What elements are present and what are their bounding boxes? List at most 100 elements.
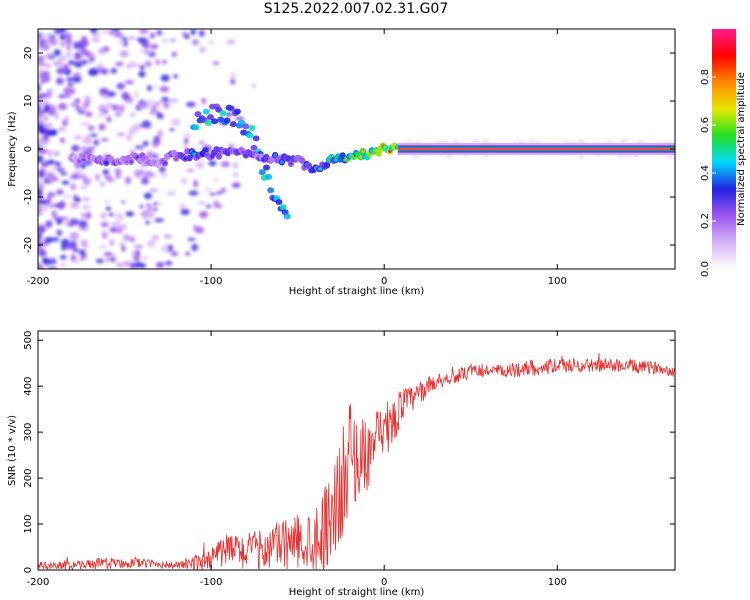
spectrogram-speckle-blob bbox=[199, 210, 209, 219]
colorbar-tick-label: 0.2 bbox=[700, 213, 711, 229]
spectrogram-speckle-blob bbox=[95, 258, 104, 264]
spectrogram-speckle-blob bbox=[38, 170, 45, 179]
spectrogram-speckle-blob bbox=[412, 154, 419, 158]
spectrogram-speckle-blob bbox=[162, 38, 168, 44]
spectrogram-heatmap bbox=[38, 29, 675, 269]
spectrogram-speckle-blob bbox=[109, 238, 115, 247]
spectrogram-speckle-blob bbox=[146, 239, 156, 248]
spectrogram-speckle-blob bbox=[212, 61, 220, 65]
spectrogram-speckle-blob bbox=[143, 170, 154, 178]
spectrogram-speckle-blob bbox=[87, 148, 93, 155]
spectrogram-speckle-blob bbox=[91, 38, 101, 43]
spectrogram-speckle-blob bbox=[79, 173, 87, 180]
spectrogram-feature-blob bbox=[211, 118, 219, 125]
spectrogram-speckle-blob bbox=[72, 72, 82, 78]
spectrogram-speckle-blob bbox=[80, 162, 86, 170]
snr-frame bbox=[37, 330, 676, 571]
spectrogram-speckle-blob bbox=[49, 35, 57, 39]
spectrogram-speckle-blob bbox=[226, 39, 236, 44]
spectrogram-speckle-blob bbox=[58, 200, 66, 209]
spectrogram-ridge-core bbox=[183, 156, 187, 161]
spectrogram-speckle-blob bbox=[446, 154, 453, 158]
spectrogram-speckle-blob bbox=[58, 216, 69, 220]
spectrogram-speckle-blob bbox=[79, 220, 86, 226]
y-tick-label: 0 bbox=[23, 146, 34, 152]
spectrogram-speckle-blob bbox=[98, 244, 108, 250]
spectrogram-speckle-blob bbox=[114, 213, 124, 222]
colorbar-tick-label: 0.6 bbox=[700, 117, 711, 133]
spectrogram-speckle-blob bbox=[528, 139, 535, 143]
spectrogram-speckle-blob bbox=[100, 212, 107, 219]
spectrogram-speckle-blob bbox=[74, 197, 81, 203]
spectrogram-speckle-blob bbox=[141, 213, 152, 220]
spectrogram-speckle-blob bbox=[57, 54, 67, 63]
spectrogram-speckle-blob bbox=[46, 179, 52, 184]
spectrogram-speckle-blob bbox=[87, 68, 98, 76]
y-tick-label: 100 bbox=[23, 514, 34, 533]
spectrogram-speckle-blob bbox=[38, 144, 41, 152]
spectrogram-speckle-blob bbox=[203, 188, 213, 193]
spectrogram-speckle-blob bbox=[71, 173, 80, 180]
spectrogram-speckle-blob bbox=[183, 133, 191, 139]
spectrogram-speckle-blob bbox=[171, 51, 178, 58]
spectrogram-speckle-blob bbox=[150, 105, 157, 113]
y-tick-label: -20 bbox=[23, 237, 34, 253]
spectrogram-speckle-blob bbox=[141, 256, 149, 260]
spectrogram-speckle-blob bbox=[156, 29, 163, 36]
spectrogram-speckle-blob bbox=[194, 226, 205, 234]
x-tick-label: -100 bbox=[200, 276, 223, 287]
spectrogram-speckle-blob bbox=[187, 237, 196, 242]
spectrogram-speckle-blob bbox=[38, 183, 44, 190]
figure-title: S125.2022.007.02.31.G07 bbox=[263, 1, 449, 17]
spectrogram-speckle-blob bbox=[185, 101, 196, 108]
spectrogram-speckle-blob bbox=[51, 209, 58, 218]
spectrogram-speckle-blob bbox=[90, 29, 98, 34]
spectrogram-speckle-blob bbox=[142, 140, 149, 147]
spectrogram-speckle-blob bbox=[106, 91, 117, 97]
spectrogram-ridge-core bbox=[104, 161, 109, 165]
spectrogram-speckle-blob bbox=[190, 29, 196, 35]
spectrogram-y-axis-label: Frequency (Hz) bbox=[7, 111, 18, 187]
spectrogram-speckle-blob bbox=[191, 243, 199, 252]
spectrogram-speckle-blob bbox=[230, 78, 236, 85]
colorbar-tick-label: 0.0 bbox=[700, 261, 711, 277]
spectrogram-speckle-blob bbox=[139, 29, 149, 35]
spectrogram-speckle-blob bbox=[80, 185, 88, 190]
spectrogram-ridge bbox=[69, 142, 407, 174]
spectrogram-speckle-blob bbox=[96, 114, 106, 118]
spectrogram-speckle-blob bbox=[152, 141, 160, 148]
spectrogram-feature-blob bbox=[229, 121, 237, 128]
spectrogram-speckle-blob bbox=[84, 95, 91, 101]
spectrogram-speckle-blob bbox=[140, 263, 146, 269]
spectrogram-speckle-blob bbox=[166, 266, 173, 269]
spectrogram-speckle-blob bbox=[109, 227, 116, 233]
spectrogram-speckle-blob bbox=[110, 221, 121, 227]
spectrogram-speckle-blob bbox=[169, 38, 176, 42]
spectrogram-speckle-blob bbox=[73, 135, 82, 140]
spectrogram-speckle-blob bbox=[127, 36, 136, 40]
spectrogram-speckle-blob bbox=[65, 44, 72, 50]
spectrogram-feature-blob bbox=[267, 187, 275, 194]
spectrogram-speckle-blob bbox=[180, 208, 190, 216]
spectrogram-feature-blob bbox=[206, 114, 214, 121]
spectrogram-secondary-feature bbox=[190, 103, 291, 220]
spectrogram-speckle-blob bbox=[42, 38, 49, 47]
spectrogram-speckle-blob bbox=[139, 64, 145, 71]
spectrogram-feature-blob bbox=[246, 132, 254, 139]
spectrogram-speckle-blob bbox=[60, 238, 71, 247]
spectrogram-speckle-blob bbox=[62, 64, 69, 71]
spectrogram-speckle-blob bbox=[232, 172, 239, 178]
spectrogram-ridge-core bbox=[79, 154, 84, 158]
spectrogram-ridge-core bbox=[77, 159, 82, 163]
spectrogram-speckle-blob bbox=[82, 254, 87, 259]
spectrogram-ridge-blob bbox=[375, 150, 382, 157]
spectrogram-speckle-blob bbox=[80, 212, 87, 219]
spectrogram-speckle-blob bbox=[87, 125, 95, 131]
x-tick-label: 0 bbox=[381, 276, 387, 287]
colorbar-tick-label: 0.8 bbox=[700, 69, 711, 85]
spectrogram-speckle-blob bbox=[63, 92, 71, 98]
spectrogram-speckle-blob bbox=[46, 129, 56, 136]
spectrogram-speckle-blob bbox=[47, 204, 56, 208]
spectrogram-speckle-blob bbox=[180, 177, 188, 185]
spectrogram-speckle-blob bbox=[108, 212, 115, 217]
